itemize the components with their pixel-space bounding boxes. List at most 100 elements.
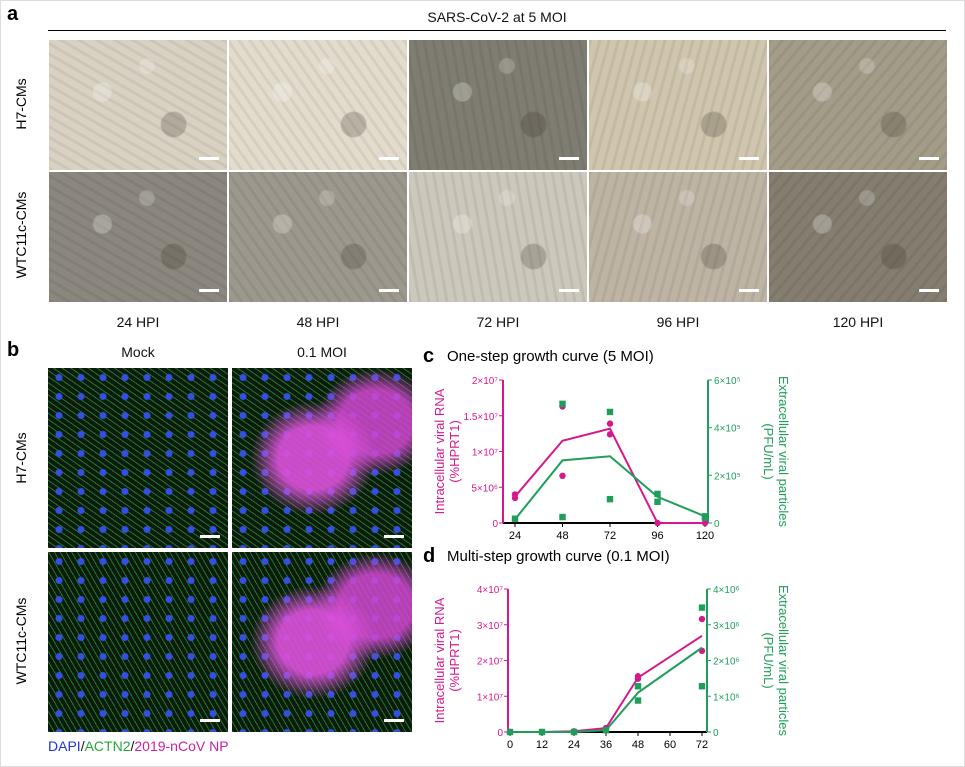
scale-bar [199,157,219,160]
scale-bar [199,289,219,292]
x-tick-label: 72 [604,530,616,542]
panel-a-header: SARS-CoV-2 at 5 MOI [427,9,567,25]
pfu-data-point [511,515,519,522]
scale-bar [200,535,220,538]
x-tick-label: 12 [536,739,548,751]
left-y-tick-label: 0 [492,519,498,530]
left-y-tick-label: 3×10⁷ [477,621,504,632]
rna-data-point [511,494,519,502]
micrograph-H7-CMs-96HPI [588,39,768,171]
right-y-tick-label: 6×10⁵ [714,376,741,387]
x-tick-label: 48 [556,530,568,542]
right-y-tick-label: 4×10⁵ [714,424,741,435]
left-y-tick-label: 4×10⁷ [477,585,504,596]
rna-mean-line [514,427,705,524]
scale-bar [200,719,220,722]
right-y-tick-label: 0 [713,728,719,739]
fluorescence-image-H7-CMs-0.1 MOI [232,368,412,548]
rna-data-point [698,615,706,623]
micrograph-WTC11c-CMs-48HPI [228,171,408,303]
left-y-tick-label: 2×10⁷ [477,657,504,668]
legend-stain: 2019-nCoV NP [134,738,229,754]
col-label-hpi: 24 HPI [116,314,160,330]
rna-data-point [559,472,566,480]
rna-data-point [701,519,709,527]
stain-legend: DAPI/ACTN2/2019-nCoV NP [48,738,229,754]
x-tick-label: 60 [664,739,676,751]
header-rule [48,30,946,31]
scale-bar [739,289,759,292]
pfu-mean-line [514,455,706,521]
left-y-tick-label: 5×10⁶ [471,483,498,494]
pfu-data-point [506,728,514,736]
pfu-data-point [698,604,706,611]
pfu-data-point [634,683,642,690]
pfu-data-point [559,513,566,521]
col-label-hpi: 48 HPI [296,314,340,330]
scale-bar [559,289,579,292]
pfu-data-point [606,408,614,416]
col-label-hpi: 72 HPI [476,314,520,330]
right-y-axis-label: (PFU/mL) [761,632,776,688]
right-y-tick-label: 2×10⁵ [714,471,741,482]
rna-data-point [606,420,614,427]
pfu-mean-line [510,646,703,733]
fluorescence-image-WTC11c-CMs-Mock [48,552,228,732]
scale-bar [919,157,939,160]
right-y-tick-label: 4×10⁶ [713,585,740,596]
legend-stain: / [130,738,135,754]
rna-data-point [634,675,642,682]
scale-bar [379,289,399,292]
pfu-data-point [701,514,709,521]
right-y-tick-label: 2×10⁶ [713,657,740,668]
pfu-data-point [654,490,661,498]
x-tick-label: 24 [568,739,580,751]
legend-stain: ACTN2 [84,738,131,754]
left-y-axis-label: Intracellular viral RNA [432,597,447,723]
fluorescence-image-H7-CMs-Mock [48,368,228,548]
pfu-data-point [602,727,610,734]
scale-bar [559,157,579,160]
left-y-axis-label: Intracellular viral RNA [432,388,447,514]
chart-title: One-step growth curve (5 MOI) [447,348,654,365]
fluorescence-image-WTC11c-CMs-0.1 MOI [232,552,412,732]
micrograph-H7-CMs-48HPI [228,39,408,171]
pfu-data-point [654,498,661,505]
rna-mean-line [510,634,703,733]
left-y-tick-label: 0 [497,728,503,739]
x-tick-label: 72 [696,739,708,751]
micrograph-H7-CMs-120HPI [768,39,948,171]
chart-letter: d [423,545,435,567]
x-tick-label: 48 [632,739,644,751]
panel-a-letter: a [7,3,19,25]
left-y-tick-label: 1.5×10⁷ [464,412,499,423]
left-y-tick-label: 1×10⁷ [472,448,499,459]
right-y-axis-label: (PFU/mL) [761,423,776,479]
micrograph-H7-CMs-24HPI [48,39,228,171]
right-y-axis-label: Extracellular viral particles [776,376,791,527]
pfu-data-point [606,495,614,503]
x-tick-label: 96 [651,530,663,542]
micrograph-WTC11c-CMs-24HPI [48,171,228,303]
pfu-data-point [559,400,566,408]
legend-stain: / [80,738,85,754]
left-y-tick-label: 1×10⁷ [477,692,504,703]
chart-title: Multi-step growth curve (0.1 MOI) [447,548,670,565]
chart-letter: c [423,345,434,367]
panel-b-letter: b [7,339,20,361]
right-y-tick-label: 1×10⁶ [713,692,740,703]
pfu-data-point [538,728,546,736]
right-y-tick-label: 0 [714,519,720,530]
col-label-mock: Mock [121,344,155,360]
micrograph-WTC11c-CMs-120HPI [768,171,948,303]
legend-stain: DAPI [48,738,81,754]
pfu-data-point [570,728,578,736]
x-tick-label: 120 [696,530,714,542]
x-tick-label: 24 [509,530,521,542]
col-label-moi: 0.1 MOI [297,344,347,360]
scale-bar [384,535,404,538]
scale-bar [379,157,399,160]
left-y-axis-label: (%HPRT1) [447,420,462,483]
